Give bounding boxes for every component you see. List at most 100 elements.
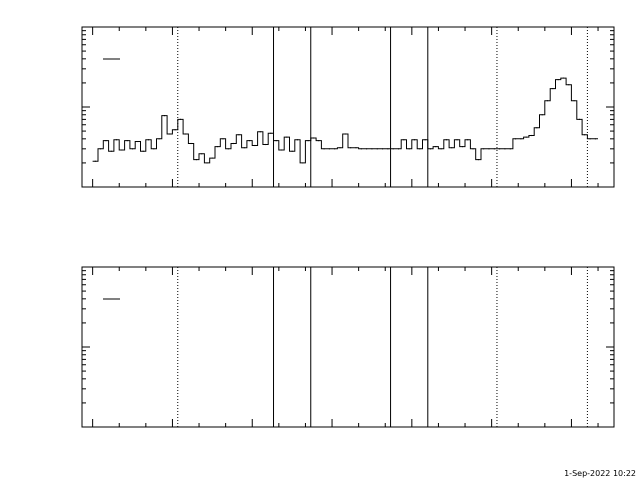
data-point [509, 148, 511, 150]
data-point [387, 148, 389, 150]
data-point [594, 138, 596, 140]
data-point [121, 149, 123, 151]
data-point [238, 134, 240, 136]
data-point [328, 148, 330, 150]
data-point [355, 147, 357, 149]
data-point [339, 147, 341, 149]
data-point [467, 139, 469, 141]
data-point [169, 133, 171, 135]
data-point [195, 159, 197, 161]
data-point [100, 148, 102, 150]
data-point [525, 136, 527, 138]
data-point [296, 139, 299, 141]
data-point [445, 139, 448, 141]
data-point [419, 148, 421, 150]
data-point [483, 148, 485, 150]
data-point [568, 84, 570, 86]
data-point [504, 148, 506, 150]
data-point [366, 148, 368, 150]
data-point [461, 145, 463, 148]
data-point [233, 142, 235, 145]
data-point [131, 148, 134, 150]
data-point [286, 136, 288, 138]
data-point [392, 148, 394, 150]
data-point [520, 138, 522, 140]
panel-hi [81, 266, 615, 428]
data-point [397, 148, 400, 150]
data-point [275, 140, 277, 142]
data-point [227, 148, 229, 150]
data-point [105, 140, 107, 142]
data-point [115, 139, 118, 141]
data-point [334, 148, 336, 150]
data-point [381, 148, 384, 150]
data-point [408, 148, 410, 150]
data-point [217, 145, 219, 148]
series-line-lo [92, 77, 598, 164]
data-point [280, 149, 283, 151]
data-point [451, 147, 453, 149]
data-point [541, 114, 543, 116]
data-point [488, 148, 490, 150]
data-point [174, 129, 176, 131]
data-point [270, 132, 272, 134]
data-point [126, 140, 128, 142]
data-point [546, 100, 549, 102]
data-point [493, 148, 495, 150]
data-point [307, 140, 309, 142]
data-point [211, 157, 213, 159]
data-point [206, 162, 208, 164]
data-point [179, 118, 182, 120]
data-point [557, 79, 559, 81]
data-point [499, 148, 501, 150]
data-point [573, 100, 575, 102]
data-point [259, 131, 261, 133]
data-point [222, 138, 224, 140]
data-point [477, 159, 479, 161]
data-point [403, 139, 405, 141]
data-point [350, 147, 352, 149]
data-point [185, 133, 187, 135]
data-point [371, 148, 373, 150]
data-point [413, 139, 416, 141]
data-point [302, 162, 304, 164]
data-point [456, 139, 458, 141]
data-point [248, 140, 251, 142]
data-point [163, 115, 166, 117]
data-point [318, 140, 320, 142]
data-point [137, 140, 139, 143]
data-point [472, 148, 474, 150]
timestamp-label: 1-Sep-2022 10:22 [564, 469, 636, 478]
data-point [264, 143, 267, 146]
data-point [190, 142, 192, 145]
data-point [94, 160, 96, 162]
data-point [562, 77, 565, 79]
data-point [552, 87, 554, 90]
data-point [536, 127, 538, 129]
data-point [435, 145, 437, 148]
data-point [514, 138, 517, 140]
data-point [243, 147, 245, 149]
data-point [376, 148, 378, 150]
data-point [110, 150, 112, 152]
data-point [424, 139, 426, 141]
data-point [360, 148, 362, 150]
data-point [440, 148, 442, 150]
data-point [323, 148, 325, 150]
data-point [254, 144, 256, 147]
data-point [158, 138, 160, 140]
panel-lo [81, 26, 615, 188]
data-point [584, 134, 586, 136]
data-point [153, 148, 155, 150]
data-point [312, 137, 315, 139]
data-point [578, 118, 581, 120]
data-point [142, 150, 144, 152]
data-point [147, 139, 150, 141]
data-point [589, 138, 591, 140]
data-point [344, 133, 346, 135]
data-point [429, 148, 432, 150]
data-point [201, 153, 203, 155]
data-point [530, 134, 533, 137]
data-point [291, 150, 293, 152]
